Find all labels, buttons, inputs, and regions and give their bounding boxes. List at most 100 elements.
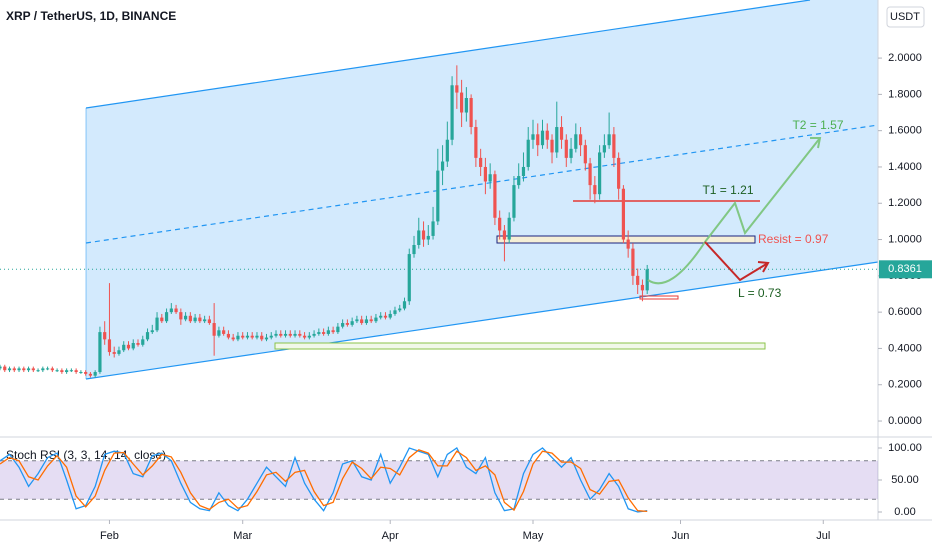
candle-body xyxy=(383,315,388,318)
last-price-label: 0.8361 xyxy=(888,263,922,275)
candle-body xyxy=(74,370,78,373)
candle-body xyxy=(526,139,530,167)
candle-body xyxy=(421,230,426,240)
candle-body xyxy=(612,134,616,158)
annotation: T1 = 1.21 xyxy=(702,183,753,197)
candle-body xyxy=(517,176,521,186)
candle-body xyxy=(450,85,454,140)
candle-body xyxy=(607,134,611,146)
band-fill xyxy=(0,460,878,500)
candle-body xyxy=(93,372,97,376)
candle-body xyxy=(183,315,188,320)
currency: USDT xyxy=(890,11,920,23)
channel-mid xyxy=(85,124,879,244)
candle-body xyxy=(150,330,154,333)
bear-arrow xyxy=(757,261,770,273)
candle-body xyxy=(217,330,221,336)
candle-body xyxy=(336,326,340,333)
x-tick-label: Mar xyxy=(233,530,252,542)
candle-body xyxy=(578,134,583,146)
candle-body xyxy=(469,97,473,128)
candle-body xyxy=(512,185,516,218)
candle-body xyxy=(26,368,31,371)
candle-body xyxy=(203,319,207,322)
channel-upper xyxy=(85,0,811,109)
last-price-box xyxy=(879,260,932,279)
candle-body xyxy=(326,330,330,334)
y-tick-label: 0.4000 xyxy=(888,342,922,354)
candle-body xyxy=(84,372,88,374)
candle-body xyxy=(364,319,369,324)
candle-body xyxy=(431,221,435,236)
candle-body xyxy=(279,333,283,336)
candle-body xyxy=(193,317,197,322)
candle-body xyxy=(283,333,288,336)
candle-body xyxy=(241,335,245,338)
candle-body xyxy=(169,308,173,313)
candle-body xyxy=(317,332,321,334)
y-tick-label: 0.0000 xyxy=(888,415,922,427)
candle-body xyxy=(103,332,107,340)
stoch-line xyxy=(0,449,648,513)
candle-body xyxy=(550,139,554,153)
candle-body xyxy=(288,333,292,336)
candle-body xyxy=(569,148,573,158)
candle-body xyxy=(426,235,430,240)
candle-body xyxy=(488,174,492,182)
candle-body xyxy=(540,130,545,146)
candle-body xyxy=(250,335,254,338)
candle-body xyxy=(617,157,621,189)
candle-body xyxy=(455,85,459,93)
candle-body xyxy=(626,239,630,249)
candle-body xyxy=(145,332,150,340)
candle-body xyxy=(117,350,121,354)
candle-body xyxy=(493,174,497,218)
candle-body xyxy=(69,370,73,372)
low-box xyxy=(639,295,679,300)
candle-body xyxy=(231,337,235,340)
bull-path xyxy=(647,137,821,285)
candle-body xyxy=(531,134,535,140)
candle-body xyxy=(155,317,159,331)
candle-body xyxy=(555,127,559,153)
candle-body xyxy=(226,333,231,338)
candle-body xyxy=(341,323,345,327)
candle-body xyxy=(545,130,549,140)
candle-body xyxy=(255,335,259,338)
candle-body xyxy=(502,230,507,240)
x-tick-label: Feb xyxy=(100,530,119,542)
candle-body xyxy=(636,275,640,285)
x-tick-label: May xyxy=(523,530,544,542)
candle-body xyxy=(164,312,169,322)
indicator-title: Stoch RSI (3, 3, 14, 14, close) xyxy=(6,448,166,462)
candle-body xyxy=(402,301,407,309)
chart-title: XRP / TetherUS, 1D, BINANCE xyxy=(6,9,176,23)
annotation: T2 = 1.57 xyxy=(792,118,843,132)
resist-box xyxy=(496,235,756,244)
candle-body xyxy=(22,368,26,371)
candle-body xyxy=(345,323,349,325)
candle-body xyxy=(179,312,183,320)
y-tick-label: 100.00 xyxy=(888,442,922,454)
candle-body xyxy=(407,254,411,302)
candle-body xyxy=(479,157,483,167)
candle-body xyxy=(65,370,69,373)
candle-body xyxy=(207,319,211,324)
candle-body xyxy=(160,317,164,322)
candle-body xyxy=(302,335,307,338)
candle-body xyxy=(374,317,378,322)
x-tick-label: Jun xyxy=(672,530,690,542)
candle-body xyxy=(574,134,578,149)
candle-body xyxy=(393,310,397,314)
candle-body xyxy=(60,370,64,373)
candle-body xyxy=(369,319,373,322)
candle-body xyxy=(188,315,192,322)
support-box xyxy=(274,342,766,350)
candle-body xyxy=(412,244,416,255)
candle-body xyxy=(264,337,269,340)
candle-body xyxy=(388,313,392,318)
y-tick-label: 1.0000 xyxy=(888,233,922,245)
candle-body xyxy=(41,368,45,371)
candle-body xyxy=(274,333,278,336)
candle-body xyxy=(588,163,592,186)
